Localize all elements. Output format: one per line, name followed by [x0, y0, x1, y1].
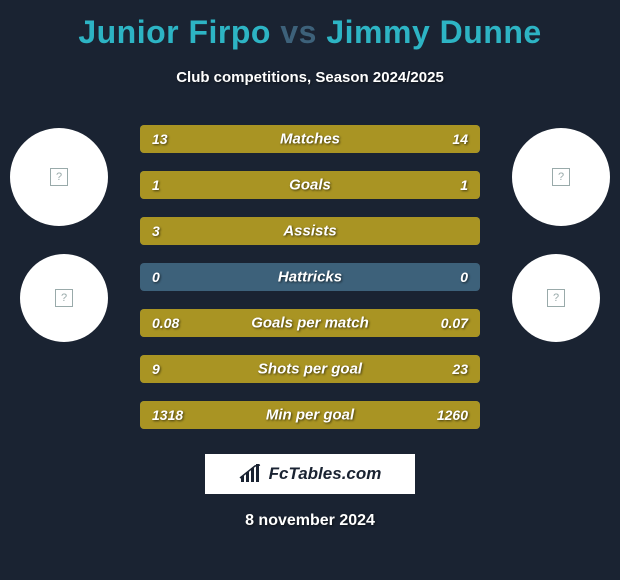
stat-fill-right [310, 171, 480, 199]
comparison-title: Junior Firpo vs Jimmy Dunne [0, 0, 620, 51]
stat-label: Goals [289, 177, 331, 194]
stat-value-left: 0 [152, 269, 160, 285]
date-text: 8 november 2024 [245, 512, 375, 530]
image-placeholder-icon: ? [547, 289, 565, 307]
stat-label: Min per goal [266, 407, 354, 424]
stats-bars: 13 14 Matches 1 1 Goals 3 Assists 0 0 Hattricks 0.0… [140, 125, 480, 447]
stat-value-left: 0.08 [152, 315, 179, 331]
stat-value-left: 13 [152, 131, 168, 147]
stat-value-right: 0.07 [441, 315, 468, 331]
image-placeholder-icon: ? [55, 289, 73, 307]
stat-value-right: 0 [460, 269, 468, 285]
chart-icon [239, 464, 263, 484]
stat-row: 1318 1260 Min per goal [140, 401, 480, 429]
image-placeholder-icon: ? [50, 168, 68, 186]
player1-club-logo: ? [10, 128, 108, 226]
player1-photo: ? [20, 254, 108, 342]
stat-label: Assists [283, 223, 336, 240]
stat-row: 1 1 Goals [140, 171, 480, 199]
stat-value-right: 1 [460, 177, 468, 193]
stat-value-left: 1 [152, 177, 160, 193]
stat-value-right: 14 [452, 131, 468, 147]
player2-club-logo: ? [512, 128, 610, 226]
stat-value-right: 23 [452, 361, 468, 377]
vs-text: vs [280, 14, 317, 50]
stat-row: 0.08 0.07 Goals per match [140, 309, 480, 337]
player2-photo: ? [512, 254, 600, 342]
stat-label: Hattricks [278, 269, 342, 286]
stat-fill-left [140, 171, 310, 199]
image-placeholder-icon: ? [552, 168, 570, 186]
stat-row: 13 14 Matches [140, 125, 480, 153]
stat-row: 0 0 Hattricks [140, 263, 480, 291]
stat-label: Shots per goal [258, 361, 362, 378]
brand-text: FcTables.com [269, 464, 382, 484]
stat-value-left: 9 [152, 361, 160, 377]
stat-row: 3 Assists [140, 217, 480, 245]
stat-value-left: 3 [152, 223, 160, 239]
stat-label: Goals per match [251, 315, 369, 332]
player2-name: Jimmy Dunne [326, 14, 541, 50]
stat-label: Matches [280, 131, 340, 148]
stat-value-right: 1260 [437, 407, 468, 423]
subtitle: Club competitions, Season 2024/2025 [0, 69, 620, 86]
stat-value-left: 1318 [152, 407, 183, 423]
source-badge: FcTables.com [205, 454, 415, 494]
stat-row: 9 23 Shots per goal [140, 355, 480, 383]
player1-name: Junior Firpo [78, 14, 271, 50]
